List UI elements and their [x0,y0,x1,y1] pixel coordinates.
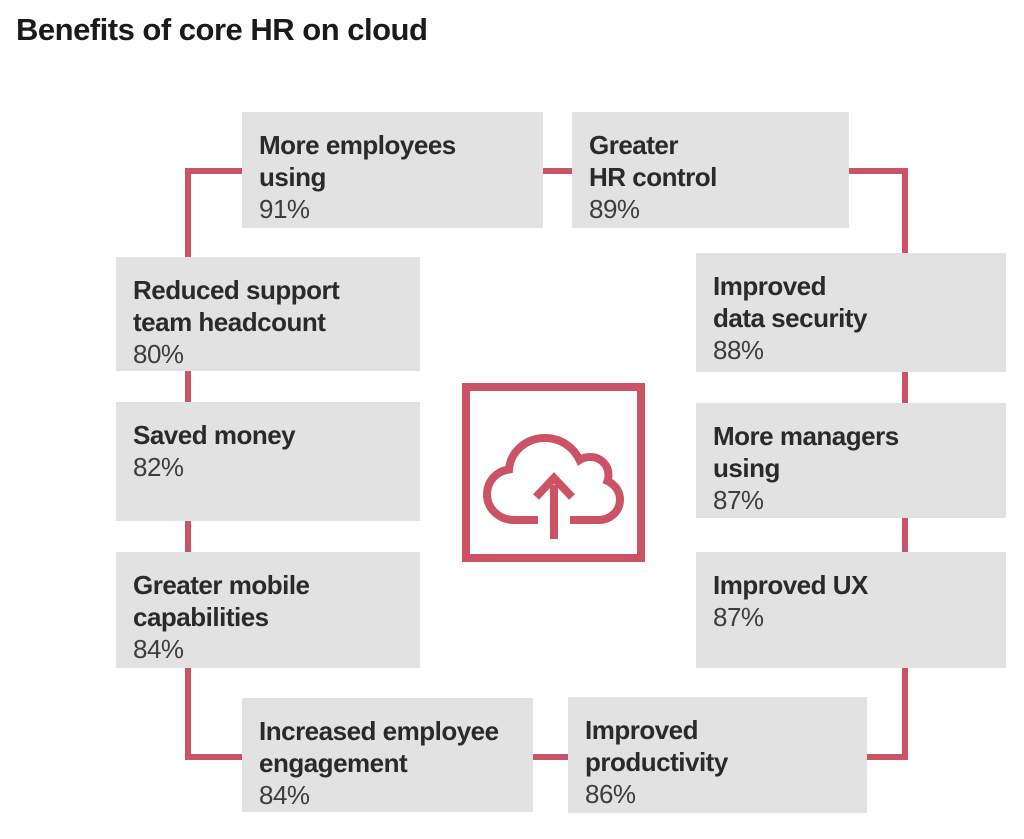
benefit-label: Improved data security [713,271,867,333]
benefit-box-more-employees-using: More employees using 91% [242,112,543,228]
center-icon-frame [462,383,645,562]
benefit-label: More managers using [713,421,899,483]
benefit-label: Greater HR control [589,130,717,192]
benefit-box-greater-mobile-capabilities: Greater mobile capabilities 84% [116,552,420,668]
cloud-upload-icon [482,433,625,539]
benefit-value: 84% [133,634,184,664]
benefit-value: 91% [259,194,310,224]
benefit-value: 86% [585,779,636,809]
benefit-value: 87% [713,485,764,515]
benefit-value: 84% [259,780,310,810]
benefit-box-improved-data-security: Improved data security 88% [696,253,1006,372]
benefit-box-reduced-support-team-headcount: Reduced support team headcount 80% [116,257,420,371]
benefit-label: Improved UX [713,570,868,600]
benefit-value: 80% [133,339,184,369]
benefit-label: Increased employee engagement [259,716,499,778]
benefit-label: Saved money [133,420,296,450]
page-title: Benefits of core HR on cloud [16,12,428,47]
benefit-box-greater-hr-control: Greater HR control 89% [572,112,849,228]
benefit-value: 88% [713,335,764,365]
benefit-label: Improved productivity [585,715,728,777]
benefit-box-improved-productivity: Improved productivity 86% [568,697,867,813]
benefit-box-more-managers-using: More managers using 87% [696,403,1006,518]
benefit-box-improved-ux: Improved UX 87% [696,552,1006,668]
benefit-box-increased-employee-engagement: Increased employee engagement 84% [242,698,533,812]
benefit-box-saved-money: Saved money 82% [116,402,420,521]
benefit-value: 89% [589,194,640,224]
benefit-label: Reduced support team headcount [133,275,340,337]
benefit-label: Greater mobile capabilities [133,570,310,632]
benefit-value: 82% [133,452,184,482]
benefit-value: 87% [713,602,764,632]
benefit-label: More employees using [259,130,456,192]
